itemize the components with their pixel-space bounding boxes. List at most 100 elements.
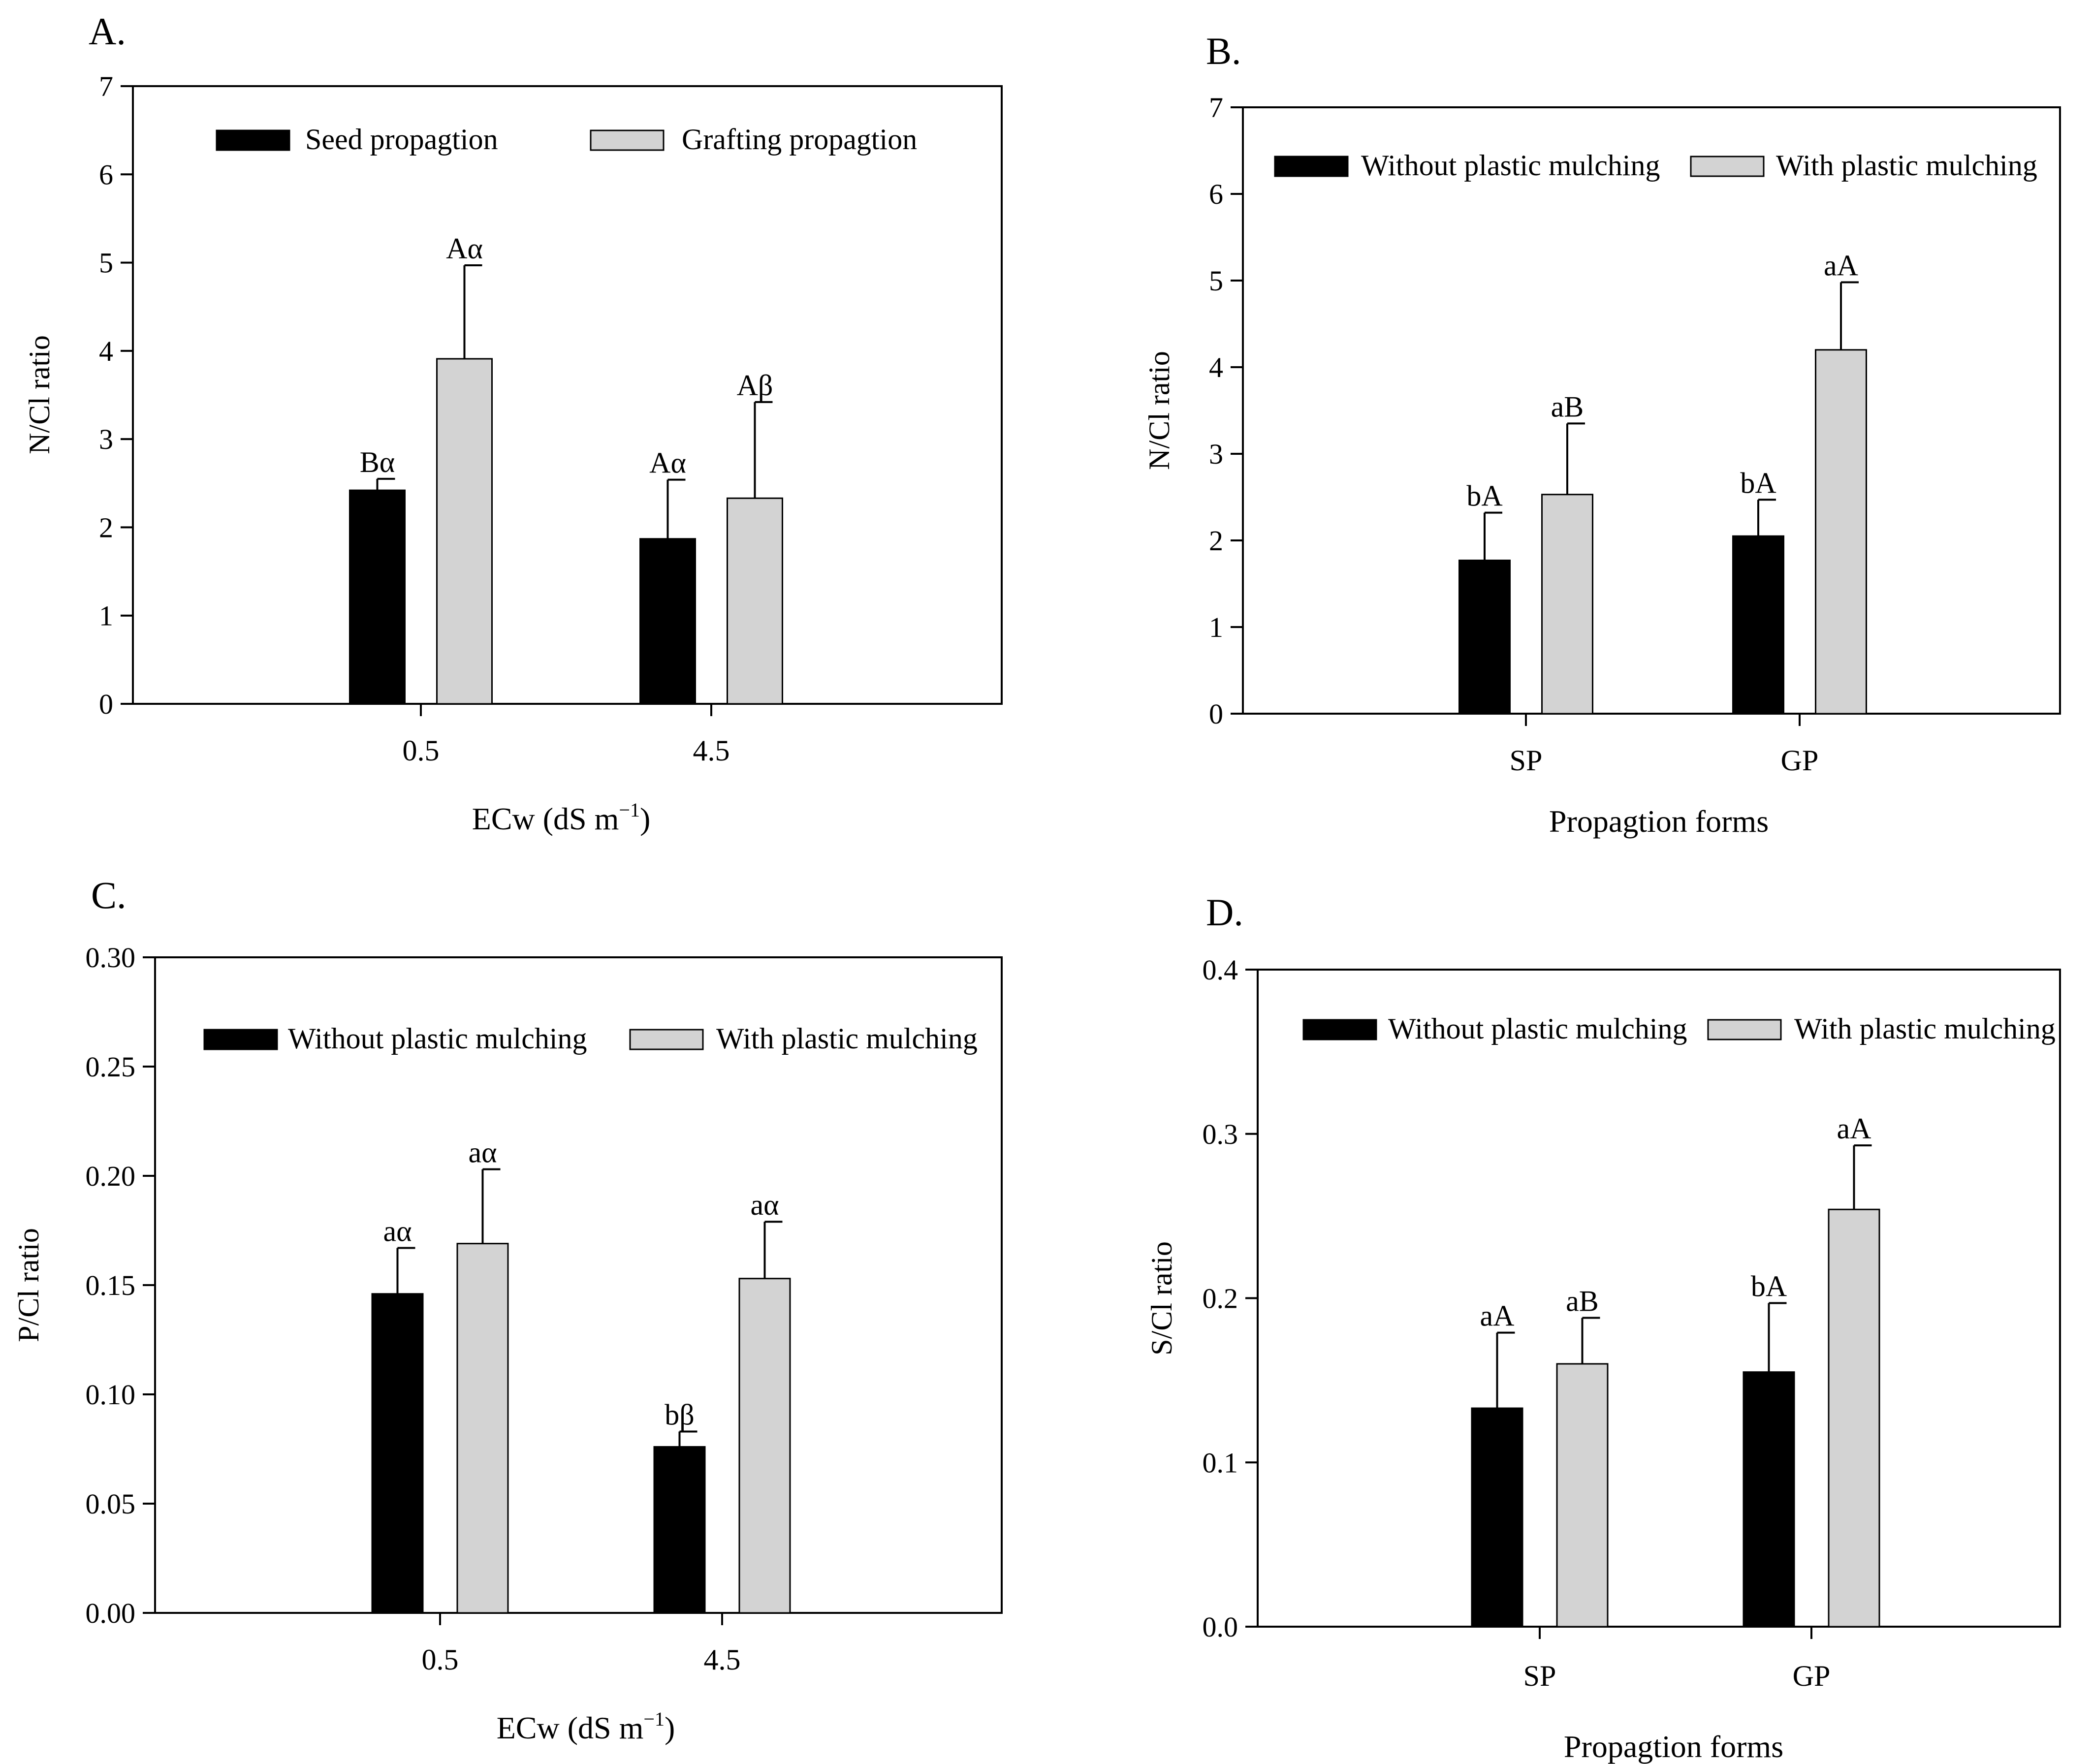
legend-swatch <box>1274 156 1349 177</box>
legend-swatch <box>590 129 665 151</box>
bar <box>1471 1407 1523 1628</box>
bar <box>1556 1363 1609 1628</box>
bar <box>639 538 696 705</box>
x-tick-label: 0.5 <box>422 1643 459 1676</box>
y-tick-label: 0.15 <box>86 1269 136 1301</box>
legend-swatch <box>216 129 290 151</box>
legend-label: Grafting propagtion <box>682 123 917 156</box>
y-tick-label: 1 <box>1209 611 1223 643</box>
significance-label: bA <box>1751 1270 1787 1303</box>
x-tick-label: SP <box>1523 1660 1556 1692</box>
x-tick-label: 4.5 <box>693 734 730 767</box>
y-tick-label: 0.2 <box>1203 1283 1238 1315</box>
legend-swatch <box>1690 156 1765 177</box>
x-tick-label: GP <box>1793 1660 1831 1692</box>
chart-panel-c: C. 0.00 0.05 0.10 0.15 0.20 0.25 0.30 0.5 4.5 P/Cl… <box>12 874 1003 1745</box>
panel-label: A. <box>89 10 126 53</box>
significance-label: bβ <box>665 1398 695 1431</box>
bar <box>738 1278 791 1614</box>
y-tick-label: 0 <box>99 688 113 720</box>
y-tick-label: 2 <box>1209 525 1223 557</box>
legend-swatch <box>203 1029 278 1050</box>
bar <box>1743 1371 1795 1628</box>
y-tick-label: 5 <box>1209 265 1223 297</box>
y-tick-label: 4 <box>99 335 113 367</box>
legend-label: Without plastic mulching <box>288 1022 587 1055</box>
legend-label: Without plastic mulching <box>1361 149 1660 182</box>
y-tick-label: 7 <box>1209 92 1223 124</box>
plot-frame <box>1242 106 2061 715</box>
y-tick-label: 3 <box>99 423 113 455</box>
significance-label: aB <box>1566 1285 1599 1318</box>
significance-label: Aα <box>446 232 483 265</box>
bar <box>349 489 406 705</box>
significance-label: aB <box>1551 390 1584 423</box>
chart-panel-b: B. 0 1 2 3 4 5 6 7 SP GP N/Cl ratio Propagtion forms… <box>1143 30 2061 839</box>
y-tick-label: 4 <box>1209 351 1223 383</box>
x-tick-label: 0.5 <box>403 734 440 767</box>
legend-label: Seed propagtion <box>305 123 498 156</box>
legend-label: With plastic mulching <box>1776 149 2037 182</box>
significance-label: bA <box>1740 467 1776 499</box>
bar <box>371 1293 424 1614</box>
significance-label: aA <box>1837 1112 1871 1145</box>
legend-label: With plastic mulching <box>1794 1012 2056 1045</box>
bar <box>1815 349 1867 715</box>
y-tick-label: 0.10 <box>86 1379 136 1411</box>
y-tick-label: 0.30 <box>86 942 136 974</box>
panel-label: D. <box>1206 891 1243 934</box>
x-tick-label: 4.5 <box>704 1643 741 1676</box>
plot-frame <box>1257 969 2061 1628</box>
y-tick-label: 0 <box>1209 698 1223 730</box>
y-axis-label: P/Cl ratio <box>12 1228 45 1342</box>
bar <box>436 358 493 705</box>
bar <box>456 1243 509 1614</box>
plot-frame <box>154 956 1003 1614</box>
y-tick-label: 1 <box>99 600 113 632</box>
bar <box>653 1446 706 1614</box>
significance-label: aA <box>1480 1300 1515 1332</box>
significance-label: aA <box>1824 250 1858 282</box>
x-axis-label: Propagtion forms <box>1549 804 1769 839</box>
x-axis-label: ECw (dS m−1) <box>497 1708 675 1745</box>
plot-frame <box>132 85 1003 705</box>
y-axis-label: N/Cl ratio <box>1143 351 1175 470</box>
y-tick-label: 2 <box>99 511 113 543</box>
y-tick-label: 5 <box>99 247 113 279</box>
significance-label: aα <box>468 1136 497 1169</box>
significance-label: bA <box>1466 480 1502 512</box>
y-tick-label: 0.25 <box>86 1051 136 1083</box>
y-tick-label: 0.20 <box>86 1160 136 1192</box>
bar <box>1828 1208 1880 1628</box>
y-tick-label: 0.05 <box>86 1488 136 1520</box>
legend-swatch <box>1302 1019 1377 1040</box>
x-tick-label: SP <box>1510 744 1543 777</box>
y-tick-label: 0.3 <box>1203 1118 1238 1150</box>
significance-label: Aα <box>649 447 686 479</box>
y-tick-label: 6 <box>1209 178 1223 210</box>
bar <box>1732 535 1784 715</box>
significance-label: aα <box>383 1215 412 1248</box>
y-tick-label: 7 <box>99 70 113 102</box>
legend-label: Without plastic mulching <box>1388 1012 1687 1045</box>
bar <box>727 497 783 705</box>
y-tick-label: 0.4 <box>1203 954 1238 986</box>
significance-label: aα <box>750 1189 779 1221</box>
y-axis-label: N/Cl ratio <box>23 335 56 454</box>
panel-label: C. <box>91 874 127 916</box>
bar <box>1458 559 1511 715</box>
legend-label: With plastic mulching <box>716 1022 978 1055</box>
significance-label: Bα <box>360 446 395 478</box>
y-tick-label: 0.00 <box>86 1597 136 1629</box>
panel-label: B. <box>1206 30 1241 72</box>
y-tick-label: 3 <box>1209 438 1223 470</box>
y-axis-label: S/Cl ratio <box>1145 1241 1178 1355</box>
x-axis-label: ECw (dS m−1) <box>472 799 651 836</box>
legend-swatch <box>1707 1019 1782 1040</box>
bar <box>1541 494 1593 715</box>
legend-swatch <box>629 1029 704 1050</box>
y-tick-label: 0.0 <box>1203 1611 1238 1643</box>
y-tick-label: 0.1 <box>1203 1447 1238 1479</box>
chart-panel-d: D. 0.0 0.1 0.2 0.3 0.4 SP GP S/Cl ratio Propagtio… <box>1145 891 2061 1764</box>
